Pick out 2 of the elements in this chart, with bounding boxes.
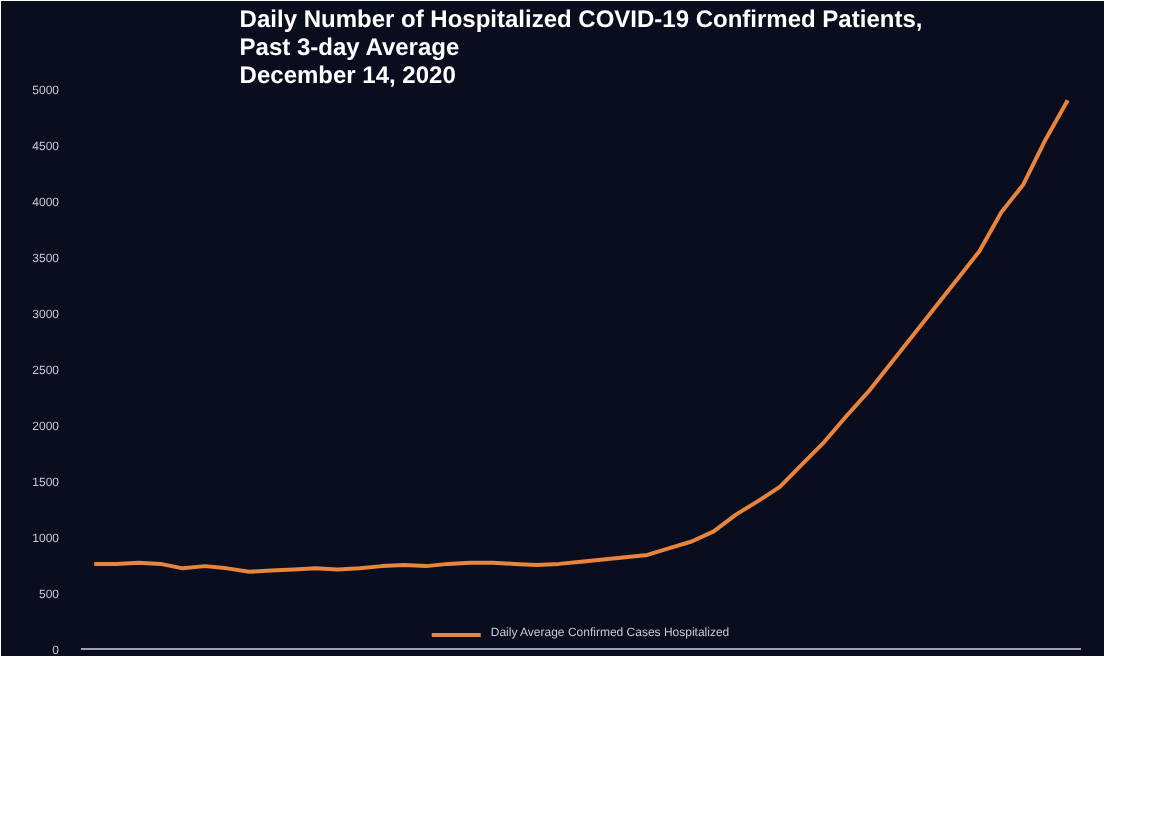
line-series xyxy=(92,98,1070,574)
chart-title: Daily Number of Hospitalized COVID-19 Confirmed Patients, Past 3-day Average December 14, 2020 xyxy=(239,5,923,89)
